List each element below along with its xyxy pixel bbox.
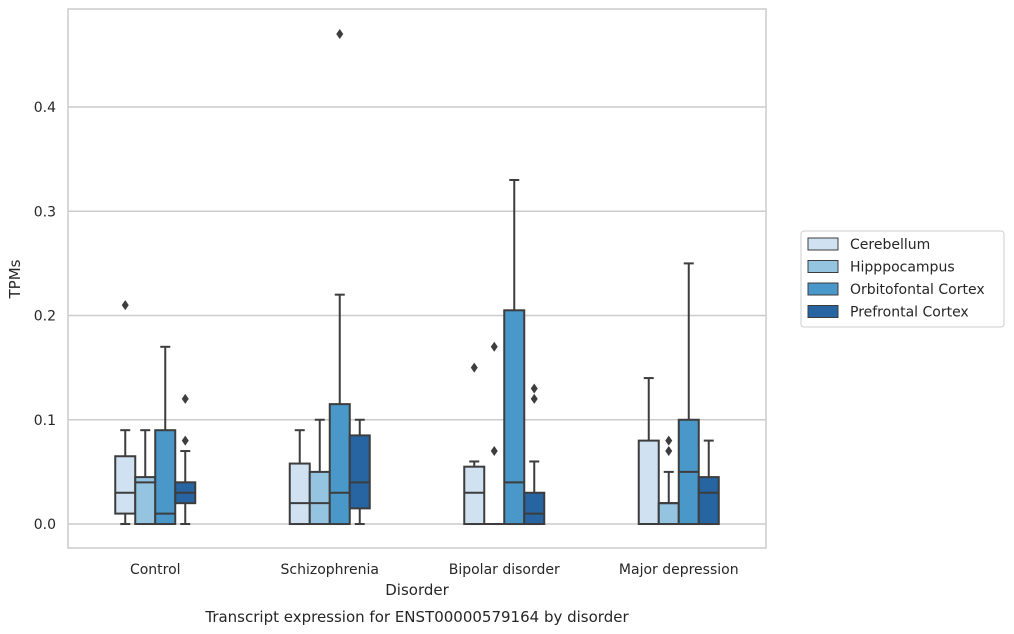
y-tick-label: 0.3 (34, 204, 56, 220)
outlier-point (470, 362, 478, 373)
box (463, 465, 486, 526)
legend-label: Hipppocampus (850, 260, 955, 276)
box (503, 309, 526, 526)
box (348, 434, 371, 510)
y-axis-ticks: 0.0 0.1 0.2 0.3 0.4 (34, 100, 56, 533)
y-tick-label: 0.1 (34, 413, 56, 429)
x-tick-label: Control (130, 562, 181, 578)
box-group (134, 429, 157, 526)
box (308, 470, 331, 526)
box-group (523, 383, 546, 526)
x-tick-label: Bipolar disorder (449, 562, 560, 578)
box (114, 455, 137, 515)
box-group (637, 377, 660, 526)
legend-swatch (807, 237, 839, 251)
box (134, 476, 157, 526)
legend-swatch (807, 305, 839, 318)
box (523, 491, 546, 526)
legend: Cerebellum Hipppocampus Orbitofontal Corte… (800, 230, 1005, 328)
outlier-point (181, 435, 189, 446)
outlier-point (336, 29, 344, 40)
legend-label: Orbitofontal Cortex (850, 282, 985, 298)
box-group (328, 29, 351, 526)
box-group (697, 439, 720, 526)
outlier-point (530, 383, 538, 394)
legend-frame (800, 230, 1005, 328)
y-axis-label: TPMs (6, 259, 24, 299)
x-axis-ticks: Control Schizophrenia Bipolar disorder Majo… (130, 562, 739, 578)
chart-title: Transcript expression for ENST0000057916… (204, 608, 629, 626)
outlier-point (490, 341, 498, 352)
box-group (657, 435, 680, 526)
box-group (677, 262, 700, 526)
box (154, 429, 177, 526)
box (637, 439, 660, 526)
box-group (154, 345, 177, 526)
legend-label: Prefrontal Cortex (850, 305, 969, 321)
box-marks (114, 29, 720, 526)
legend-label: Cerebellum (850, 237, 930, 253)
outlier-point (181, 393, 189, 404)
box-group (174, 393, 197, 526)
outlier-point (665, 435, 673, 446)
box-group (484, 341, 505, 526)
box-group (114, 300, 137, 526)
box (697, 476, 720, 526)
outlier-point (665, 446, 673, 457)
legend-swatch (807, 282, 839, 296)
y-tick-label: 0.4 (34, 100, 56, 116)
x-tick-label: Schizophrenia (281, 562, 379, 578)
outlier-point (530, 393, 538, 404)
box-group (503, 178, 526, 526)
legend-swatch (807, 260, 839, 273)
box-group (348, 418, 371, 526)
box (328, 403, 351, 526)
box-group (308, 418, 331, 526)
plot-area-frame (67, 8, 767, 549)
box (288, 462, 311, 526)
x-tick-label: Major depression (619, 562, 739, 578)
outlier-point (490, 446, 498, 457)
box (657, 502, 680, 526)
x-axis-label: Disorder (385, 581, 449, 599)
box-group (463, 362, 486, 526)
box-group (288, 429, 311, 526)
outlier-point (121, 300, 129, 311)
y-tick-label: 0.0 (34, 517, 56, 533)
y-tick-label: 0.2 (34, 309, 56, 325)
